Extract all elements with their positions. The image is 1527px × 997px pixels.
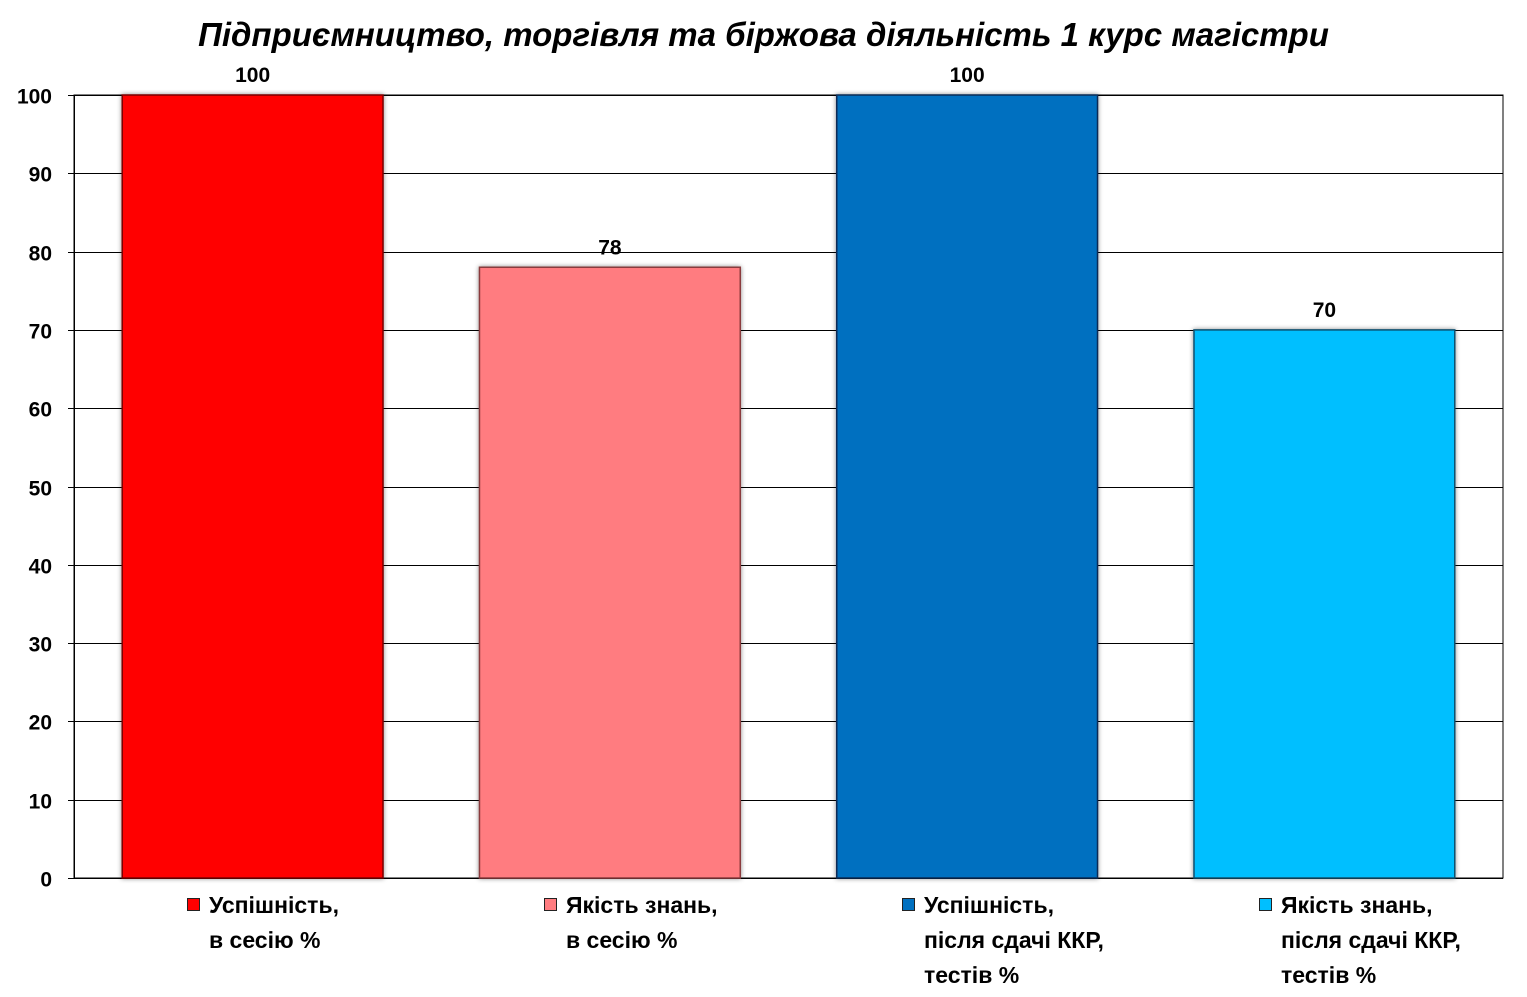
legend-swatch — [187, 898, 200, 911]
legend-label: Якість знань, в сесію % — [566, 892, 718, 953]
data-label: 100 — [235, 64, 270, 87]
legend-label: Якість знань, після сдачі ККР, тестів % — [1281, 892, 1461, 988]
legend-item: Якість знань, в сесію % — [544, 888, 718, 958]
y-tick-label: 70 — [29, 321, 52, 344]
legend-label: Успішність, в сесію % — [209, 892, 339, 953]
y-tick-label: 30 — [29, 634, 52, 657]
y-tick-label: 80 — [29, 243, 52, 266]
legend-label: Успішність, після сдачі ККР, тестів % — [924, 892, 1104, 988]
y-tick-label: 100 — [17, 86, 52, 109]
bar — [478, 266, 742, 879]
legend-item: Успішність, після сдачі ККР, тестів % — [902, 888, 1104, 993]
y-tick-label: 50 — [29, 478, 52, 501]
bar — [121, 94, 384, 879]
data-label: 100 — [950, 64, 985, 87]
bar — [1193, 329, 1456, 879]
y-tick-label: 20 — [29, 712, 52, 735]
legend-swatch — [902, 898, 915, 911]
chart-title: Підприємництво, торгівля та біржова діял… — [198, 16, 1329, 53]
legend-swatch — [1259, 898, 1272, 911]
data-label: 78 — [598, 236, 622, 259]
y-tick-label: 0 — [40, 869, 52, 892]
bar — [835, 94, 1099, 879]
y-tick-label: 60 — [29, 399, 52, 422]
legend-item: Успішність, в сесію % — [187, 888, 339, 958]
y-tick-label: 90 — [29, 164, 52, 187]
y-tick-label: 40 — [29, 556, 52, 579]
legend-item: Якість знань, після сдачі ККР, тестів % — [1259, 888, 1461, 993]
y-tick-label: 10 — [29, 791, 52, 814]
data-label: 70 — [1313, 299, 1336, 322]
legend-swatch — [544, 898, 557, 911]
